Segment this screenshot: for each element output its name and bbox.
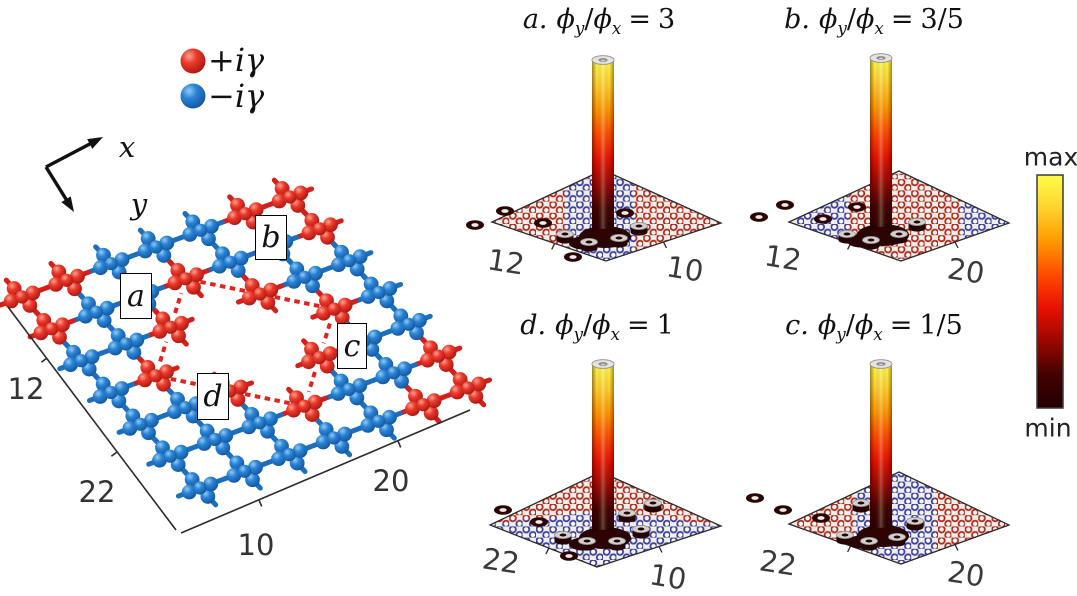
panel-d-title: d. ϕy/ϕx = 1 [520, 310, 674, 344]
panel-c-ytick: 22 [757, 543, 799, 583]
panel-c-title: c. ϕy/ϕx = 1/5 [785, 310, 963, 344]
panel-b-plot [750, 53, 1011, 262]
panel-b-ytick: 12 [762, 238, 804, 278]
panel-c-xtick: 20 [945, 554, 987, 594]
phi-sub-y: y [836, 324, 846, 345]
colorbar-min-label: min [1024, 413, 1072, 443]
panel-d-plot [488, 359, 723, 568]
panel-a-ytick: 12 [485, 242, 527, 282]
legend-loss-label: −iγ [208, 77, 265, 115]
phi-symbol: ϕ [855, 3, 875, 35]
phi-symbol: ϕ [854, 309, 874, 341]
phi-symbol: ϕ [556, 3, 575, 35]
colorbar-gradient [1036, 174, 1064, 409]
panel-c-title-label: c. [785, 309, 809, 341]
slash: / [582, 309, 593, 341]
lattice-axes [7, 306, 471, 534]
equals-sign: = [628, 3, 651, 35]
lattice-xtick-10: 10 [237, 528, 275, 562]
slash: / [846, 3, 856, 35]
x-axis-arrow-label: x [118, 130, 136, 164]
phi-symbol: ϕ [555, 309, 574, 341]
slash: / [845, 309, 855, 341]
phi-symbol: ϕ [593, 3, 612, 35]
equals-sign: = [626, 309, 650, 341]
lattice-graphic [0, 177, 493, 508]
slash: / [584, 3, 594, 35]
panel-a-plot [466, 55, 723, 262]
phi-symbol: ϕ [818, 3, 838, 35]
phi-sub-y: y [574, 18, 585, 39]
panel-d-ratio: 1 [656, 309, 674, 341]
panel-a-title: a. ϕy/ϕx = 3 [523, 4, 675, 38]
panel-d-xtick: 10 [647, 557, 689, 596]
equals-sign: = [890, 3, 914, 35]
panel-a-ratio: 3 [657, 3, 676, 35]
phi-symbol: ϕ [592, 309, 611, 341]
legend-gain-label: +iγ [208, 41, 265, 79]
phi-sub-y: y [837, 18, 847, 39]
phi-sub-x: x [873, 324, 883, 345]
panel-a-title-label: a. [522, 3, 548, 35]
lattice-ytick-12: 12 [7, 372, 45, 406]
phi-sub-x: x [874, 18, 884, 39]
region-label-c: c [337, 323, 367, 369]
panel-b-xtick: 20 [945, 251, 987, 291]
region-label-b: b [255, 215, 287, 260]
lattice-ytick-22: 22 [78, 475, 116, 509]
panel-a-xtick: 10 [664, 249, 706, 289]
phi-sub-x: x [611, 18, 622, 39]
panel-d-title-label: d. [520, 309, 547, 341]
equals-sign: = [889, 309, 913, 341]
panel-c-ratio: 1/5 [919, 309, 963, 341]
colorbar-max-label: max [1023, 142, 1077, 172]
phi-symbol: ϕ [817, 309, 837, 341]
panel-c-plot [746, 359, 1011, 565]
phi-sub-y: y [573, 324, 583, 345]
phi-sub-x: x [610, 324, 620, 345]
panel-b-title-label: b. [784, 3, 810, 35]
legend-gain-sphere-icon [180, 48, 206, 74]
panel-b-title: b. ϕy/ϕx = 3/5 [784, 4, 964, 38]
y-axis-arrow-label: y [130, 187, 148, 221]
lattice-xtick-20: 20 [372, 464, 410, 498]
region-label-d: d [197, 373, 229, 420]
region-label-a: a [120, 273, 152, 319]
panel-b-ratio: 3/5 [920, 3, 964, 35]
panel-d-ytick: 22 [480, 541, 522, 581]
legend-loss-sphere-icon [180, 83, 206, 109]
